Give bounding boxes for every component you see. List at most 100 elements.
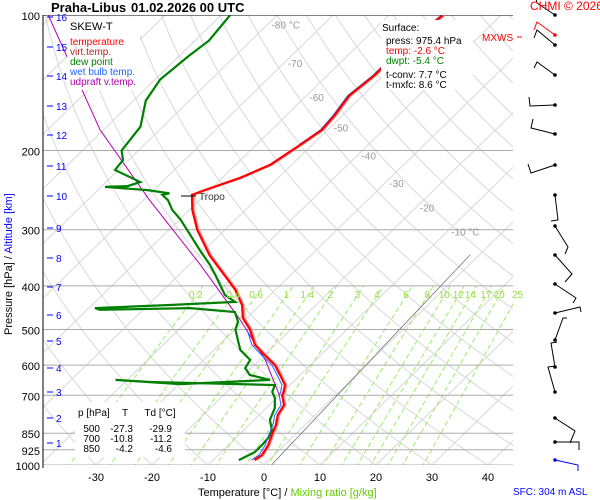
mixing-ratio-label: 10: [439, 290, 451, 301]
x-tick-label: -20: [144, 472, 160, 484]
wind-barb-staff: [535, 0, 556, 16]
wet-bulb-line: [246, 329, 283, 461]
mixing-ratio-label: 14: [465, 290, 477, 301]
dry-adiabat-line: [189, 15, 513, 377]
background-lines: -80 °C -70 -60 -50 -40 -30 -20 -10 °C: [43, 15, 600, 475]
isotherm-line: [43, 15, 334, 299]
surface-temp: temp: -2.6 °C: [386, 46, 445, 57]
table-cell: 500: [83, 424, 100, 435]
wind-barb: [535, 0, 557, 17]
isotherm-label: -80 °C: [271, 21, 299, 32]
x-axis-label: Temperature [°C] / Mixing ratio [g/kg]: [198, 487, 377, 499]
mxws-label: MXWS: [482, 33, 513, 44]
isotherm-line: [319, 276, 513, 465]
x-tick-label: 40: [482, 472, 494, 484]
y-tick-label: 700: [22, 391, 40, 403]
wind-barb-staff: [547, 365, 557, 393]
mixing-ratio-line: [387, 285, 493, 465]
wind-barb: [528, 96, 557, 107]
legend-item-virt-temp-: virt.temp.: [70, 47, 111, 58]
sfc-label: SFC: 304 m ASL: [513, 487, 588, 498]
altitude-tick-label: 16: [56, 13, 68, 24]
dry-adiabat-line: [567, 15, 600, 475]
mixing-ratio-label: 0.6: [249, 290, 263, 301]
legend-item-dew-point: dew point: [70, 57, 113, 68]
legend-item-wet-bulb-temp-: wet bulb temp.: [69, 67, 135, 78]
y-tick-label: 500: [22, 326, 40, 338]
mixing-ratio-label: 1.4: [300, 290, 314, 301]
wind-barb-staff: [530, 118, 556, 135]
surface-dwpt: dwpt: -5.4 °C: [386, 56, 444, 67]
altitude-tick-label: 15: [56, 43, 68, 54]
table-cell: -4.2: [116, 444, 134, 455]
mixing-ratio-line: [341, 285, 451, 465]
altitude-tick-label: 10: [56, 192, 68, 203]
mixing-ratio-line: [422, 303, 513, 465]
mixing-ratio-line: [167, 285, 294, 465]
x-tick-label: 20: [370, 472, 382, 484]
dry-adiabat-line: [160, 15, 513, 412]
mixing-ratio-label: 0.2: [189, 290, 203, 301]
wind-barb: [553, 306, 582, 315]
mixing-ratio-label: 17: [480, 290, 492, 301]
altitude-tick-label: 12: [56, 131, 68, 142]
wind-barb-staff: [533, 61, 556, 76]
legend-item-udpraft-v-temp-: udpraft v.temp.: [70, 77, 136, 88]
y-tick-label: 1000: [16, 461, 40, 473]
wind-barb-staff: [554, 306, 582, 314]
dry-adiabat-line: [479, 15, 513, 52]
wind-barb: [553, 458, 579, 471]
isotherm-label: -20: [420, 204, 435, 215]
y-tick-label: 300: [22, 226, 40, 238]
table-cell: -29.9: [149, 424, 172, 435]
wind-barb-staff: [554, 459, 579, 471]
wind-barb: [553, 253, 573, 283]
mixing-ratio-label: 20: [494, 290, 506, 301]
isotherm-line: [151, 112, 513, 465]
isotherm-label: -50: [334, 124, 349, 135]
wind-barbs: [527, 0, 582, 471]
y-tick-label: 400: [22, 282, 40, 294]
dry-adiabat-line: [218, 15, 513, 344]
wind-barb-staff: [554, 417, 576, 444]
wind-barb-staff: [555, 441, 580, 450]
altitude-tick-label: 4: [56, 364, 62, 375]
legend-item-temperature: temperature: [70, 37, 124, 48]
wind-barb: [530, 118, 557, 136]
wind-barb-staff: [554, 225, 569, 255]
wind-barb-staff: [533, 29, 556, 46]
mixing-ratio-label: 1: [284, 290, 290, 301]
table-header: p [hPa]: [78, 408, 110, 419]
altitude-tick-label: 9: [56, 224, 62, 235]
mixing-ratio-line: [370, 285, 477, 465]
wind-barb-staff: [554, 317, 567, 341]
legend-title: SKEW-T: [70, 21, 113, 33]
dry-adiabat-line: [538, 15, 600, 475]
x-tick-label: -10: [200, 472, 216, 484]
wind-barb: [550, 341, 558, 369]
table-cell: -4.6: [155, 444, 173, 455]
table-cell: 700: [83, 434, 100, 445]
level-table: p [hPa] T Td [°C] 500 -27.3 -29.9 700 -10.8 -11.…: [78, 408, 176, 455]
dry-adiabat-line: [73, 15, 433, 465]
mixing-ratio-line: [134, 285, 264, 465]
profiles: [47, 15, 446, 462]
x-tick-label: 10: [314, 472, 326, 484]
table-cell: -27.3: [110, 424, 133, 435]
legend-box: [67, 17, 140, 90]
surface-press: press: 975.4 hPa: [386, 36, 462, 47]
mixing-ratio-line: [402, 285, 506, 465]
wind-barb: [553, 224, 569, 255]
dewpoint-line: [94, 15, 277, 462]
temperature-line: [190, 15, 444, 462]
altitude-tick-label: 13: [56, 102, 68, 113]
mixing-ratio-label: 25: [512, 290, 524, 301]
wind-barb: [553, 317, 567, 342]
dry-adiabat-line: [43, 112, 321, 465]
isotherm-line: [263, 221, 513, 465]
dry-adiabat-line: [276, 15, 513, 277]
mixing-ratio-line: [267, 285, 384, 465]
tropopause-label: Tropo: [199, 192, 225, 203]
wind-barb: [553, 282, 577, 304]
